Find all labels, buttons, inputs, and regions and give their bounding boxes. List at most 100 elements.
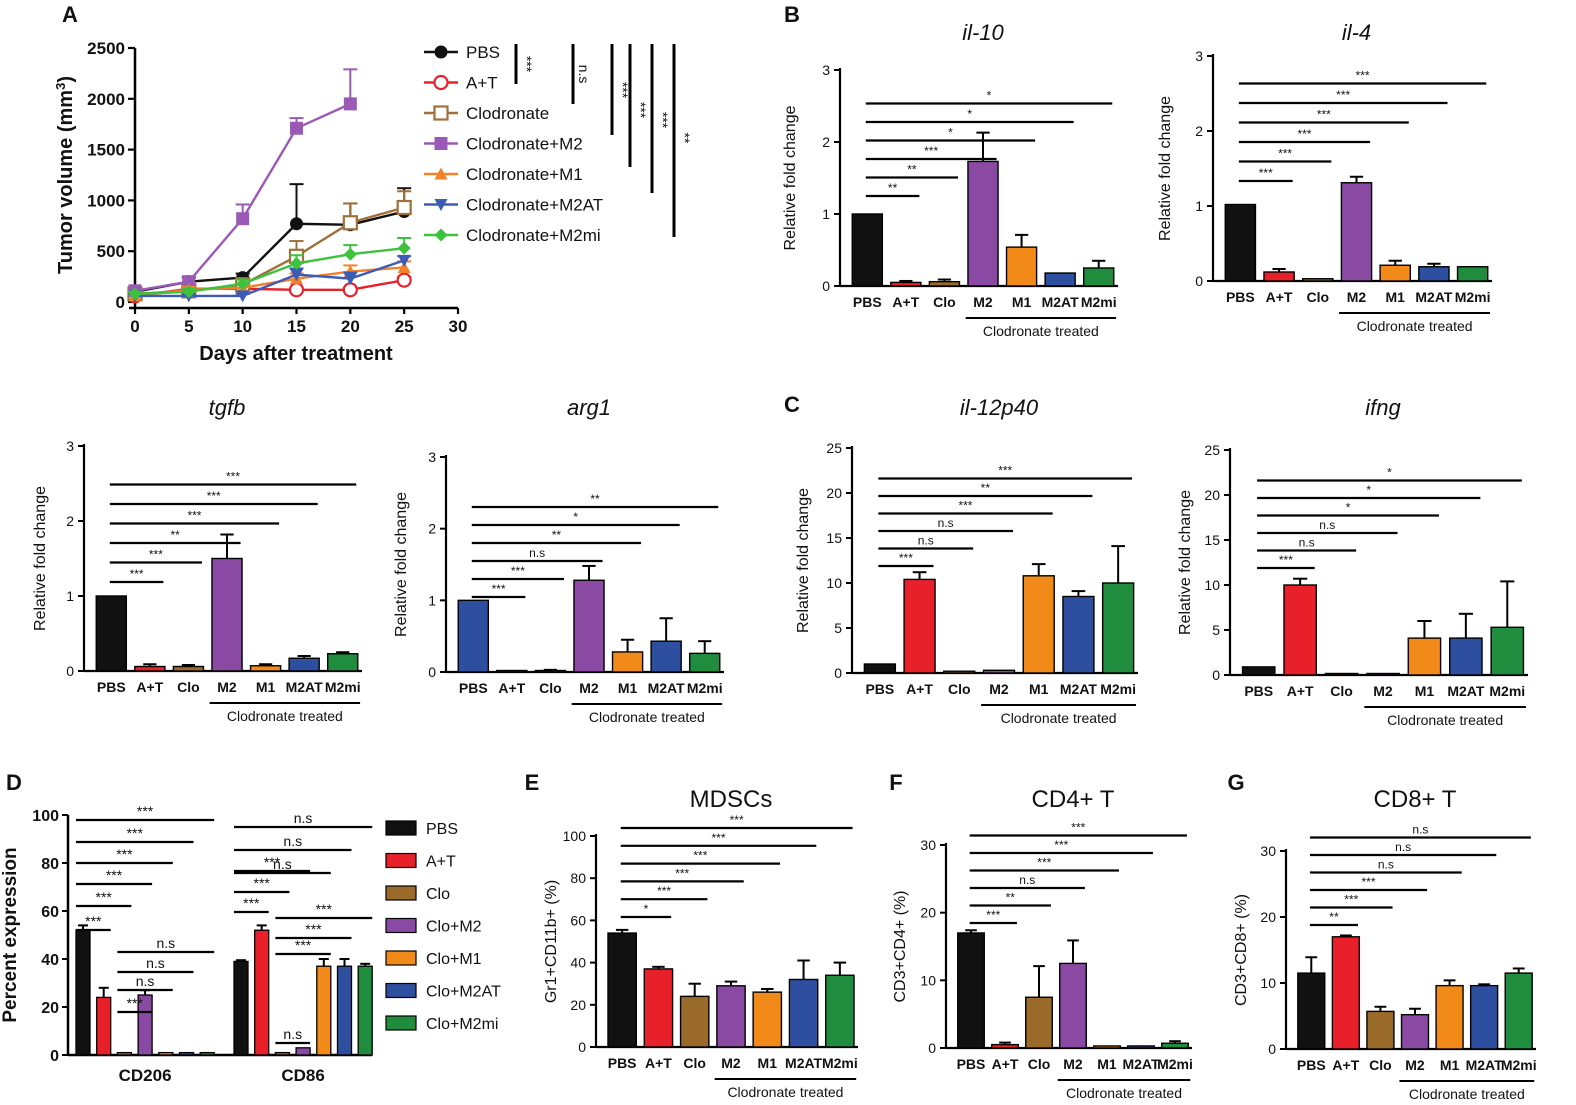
x-tick-label: M2: [217, 679, 237, 695]
y-tick-label: 80: [570, 870, 586, 886]
bar-M2AT: [1469, 984, 1499, 1050]
significance-label: ***: [1356, 69, 1370, 83]
series-line: [135, 259, 405, 298]
y-tick-label: 2: [1195, 123, 1203, 139]
bar-M2AT: [1062, 595, 1095, 674]
series-PBS: [128, 183, 412, 299]
significance-label: ***: [295, 937, 312, 953]
legend-label: Clodronate+M2: [466, 135, 583, 154]
significance-label: **: [1329, 910, 1339, 924]
significance-label: n.s: [1378, 858, 1394, 872]
x-tick-label: PBS: [608, 1055, 637, 1071]
bar-PBS: [95, 595, 128, 672]
significance-label: ***: [243, 895, 260, 911]
significance-label: n.s: [938, 516, 954, 530]
significance-label: n.s: [146, 955, 165, 971]
marker-triangle-down: [397, 254, 411, 267]
bar-PBS: [233, 960, 249, 1056]
y-axis-label: Relative fold change: [393, 492, 410, 637]
marker-circle-open: [288, 282, 305, 298]
x-tick-label: PBS: [865, 681, 894, 697]
x-tick-label: 5: [184, 317, 193, 336]
bar-M2: [211, 557, 243, 672]
significance-label: ***: [998, 464, 1012, 478]
chart-title: MDSCs: [690, 786, 773, 813]
y-tick-label: 40: [41, 952, 59, 969]
chart-title: CD4+ T: [1032, 786, 1115, 813]
significance-label: n.s: [136, 973, 155, 989]
y-tick-label: 5: [1212, 622, 1220, 638]
y-tick-label: 500: [97, 242, 125, 261]
y-tick-label: 20: [920, 905, 936, 921]
significance-label: **: [170, 528, 180, 542]
panel-label-B1: B: [784, 2, 800, 27]
bar-Clo: [928, 280, 961, 287]
significance-label: ***: [85, 913, 102, 929]
significance-label: ***: [1071, 821, 1085, 835]
legend-swatch: [385, 982, 417, 999]
significance-label: **: [590, 492, 600, 506]
bar-Clo+M2AT: [178, 1051, 195, 1056]
y-tick-label: 0: [834, 665, 842, 681]
y-tick-label: 3: [66, 438, 74, 454]
significance-label: n.s: [529, 546, 545, 560]
bar-M2mi: [1082, 267, 1115, 287]
legend-swatch: [385, 950, 417, 966]
marker-circle-open: [342, 282, 358, 298]
significance-label: ***: [106, 867, 123, 883]
significance-label: ***: [1278, 147, 1292, 161]
significance-label: ***: [1297, 127, 1311, 141]
x-tick-label: M2mi: [687, 680, 723, 696]
marker-diamond: [343, 247, 357, 261]
marker-diamond: [182, 285, 196, 299]
marker-diamond: [236, 277, 250, 291]
significance-label: **: [888, 181, 898, 195]
y-tick-label: 100: [563, 828, 587, 844]
x-tick-label: M2: [579, 680, 599, 696]
significance-label: *: [644, 902, 649, 916]
panel-label-G: G: [1227, 770, 1244, 795]
y-axis-label: CD3+CD4+ (%): [892, 890, 909, 1002]
y-tick-label: 1: [822, 206, 830, 222]
y-tick-label: 0: [428, 664, 436, 680]
bar-Clo+M2: [295, 1047, 311, 1056]
bar-Clo: [679, 995, 710, 1048]
bar-M1: [1022, 575, 1055, 674]
significance-label: ***: [226, 470, 240, 484]
legend-swatch: [385, 1015, 417, 1031]
marker-diamond: [397, 241, 411, 255]
x-tick-label: A+T: [645, 1055, 672, 1071]
bar-Clo+M2mi: [357, 965, 373, 1056]
x-tick-label: M1: [1385, 289, 1405, 305]
significance-label: ***: [316, 901, 333, 917]
bar-A+T: [496, 669, 528, 673]
bar-PBS: [851, 213, 884, 287]
panel-label-E: E: [525, 770, 540, 795]
bar-Clo+M2AT: [336, 965, 353, 1056]
significance-label: ***: [264, 854, 281, 870]
bar-M2AT: [788, 978, 819, 1048]
significance-label: *: [1366, 483, 1371, 497]
y-tick-label: 0: [822, 278, 830, 294]
bar-A+T: [134, 665, 166, 672]
bar-A+T: [254, 929, 270, 1056]
x-tick-label: PBS: [97, 679, 126, 695]
significance-label: ***: [254, 875, 271, 891]
x-tick-label: M2mi: [1100, 681, 1136, 697]
y-tick-label: 80: [41, 856, 59, 873]
y-tick-label: 1: [428, 592, 436, 608]
significance-label: n.s: [918, 534, 934, 548]
y-axis-label: Gr1+CD11b+ (%): [543, 880, 560, 1003]
x-tick-label: Clo: [683, 1055, 706, 1071]
panel-Barg1: arg1 0 1 2 3 Relative fold change PBS A+T Clo M2 M…: [393, 395, 724, 725]
chart-title: il-12p40: [960, 395, 1039, 420]
y-axis-label: Tumor volume (mm3): [53, 76, 77, 274]
bar-A+T: [1263, 271, 1295, 282]
significance-label: ***: [1317, 108, 1331, 122]
x-tick-label: PBS: [853, 294, 882, 310]
significance-label: ***: [96, 889, 113, 905]
bar-A+T: [1283, 584, 1318, 676]
legend-label: A+T: [426, 854, 456, 871]
y-tick-label: 10: [826, 575, 842, 591]
